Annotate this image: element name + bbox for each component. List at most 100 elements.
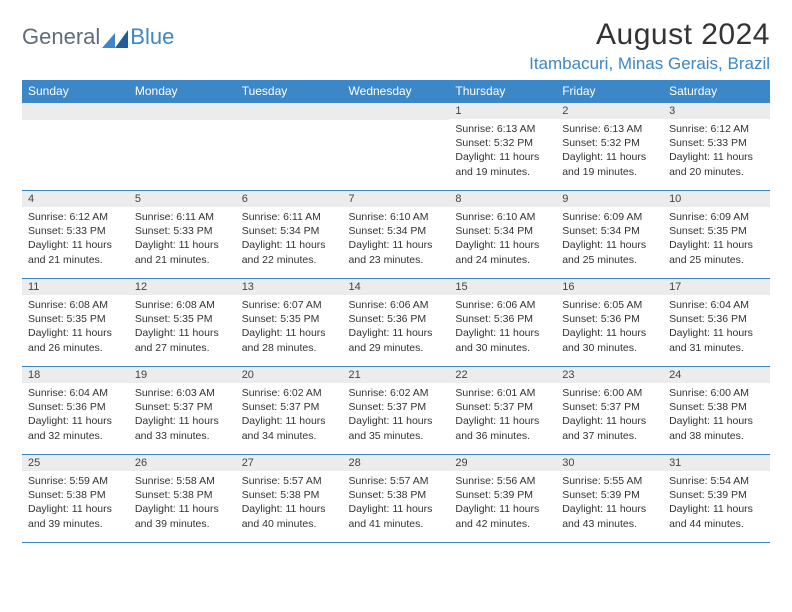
sunset-value: 5:36 PM [67, 401, 106, 413]
sunset-label: Sunset: [242, 401, 278, 413]
sunrise-line: Sunrise: 5:59 AM [28, 474, 123, 488]
day-body: Sunrise: 5:58 AMSunset: 5:38 PMDaylight:… [129, 471, 236, 533]
sunrise-value: 6:08 AM [69, 299, 108, 311]
daylight-line: Daylight: 11 hours and 25 minutes. [562, 238, 657, 266]
sunset-label: Sunset: [349, 225, 385, 237]
day-number-bar [236, 103, 343, 120]
daylight-label: Daylight: [28, 503, 69, 515]
sunrise-value: 5:56 AM [497, 475, 536, 487]
weekday-header: Monday [129, 80, 236, 103]
sunrise-line: Sunrise: 5:57 AM [349, 474, 444, 488]
day-body: Sunrise: 5:57 AMSunset: 5:38 PMDaylight:… [236, 471, 343, 533]
sunset-label: Sunset: [562, 401, 598, 413]
sunrise-label: Sunrise: [28, 387, 67, 399]
daylight-line: Daylight: 11 hours and 44 minutes. [669, 502, 764, 530]
day-body: Sunrise: 6:06 AMSunset: 5:36 PMDaylight:… [449, 295, 556, 357]
daylight-line: Daylight: 11 hours and 39 minutes. [135, 502, 230, 530]
sunrise-label: Sunrise: [349, 387, 388, 399]
day-number: 18 [22, 367, 129, 383]
daylight-label: Daylight: [455, 151, 496, 163]
sunset-label: Sunset: [349, 313, 385, 325]
sunrise-line: Sunrise: 6:13 AM [455, 122, 550, 136]
calendar-page: General Blue August 2024 Itambacuri, Min… [0, 0, 792, 553]
sunset-value: 5:38 PM [67, 489, 106, 501]
sunset-line: Sunset: 5:36 PM [28, 400, 123, 414]
calendar-day-cell: 21Sunrise: 6:02 AMSunset: 5:37 PMDayligh… [343, 367, 450, 455]
daylight-label: Daylight: [669, 239, 710, 251]
sunrise-line: Sunrise: 6:08 AM [135, 298, 230, 312]
daylight-line: Daylight: 11 hours and 25 minutes. [669, 238, 764, 266]
sunrise-label: Sunrise: [455, 123, 494, 135]
sunset-label: Sunset: [455, 313, 491, 325]
sunset-value: 5:34 PM [387, 225, 426, 237]
sunrise-line: Sunrise: 5:55 AM [562, 474, 657, 488]
sunrise-value: 6:06 AM [390, 299, 429, 311]
calendar-day-cell: 16Sunrise: 6:05 AMSunset: 5:36 PMDayligh… [556, 279, 663, 367]
daylight-line: Daylight: 11 hours and 22 minutes. [242, 238, 337, 266]
daylight-label: Daylight: [28, 327, 69, 339]
sunset-label: Sunset: [455, 401, 491, 413]
sunset-line: Sunset: 5:39 PM [669, 488, 764, 502]
sunrise-label: Sunrise: [562, 387, 601, 399]
sunset-line: Sunset: 5:35 PM [135, 312, 230, 326]
daylight-label: Daylight: [455, 415, 496, 427]
weekday-header: Thursday [449, 80, 556, 103]
day-body: Sunrise: 5:55 AMSunset: 5:39 PMDaylight:… [556, 471, 663, 533]
calendar-day-cell: 5Sunrise: 6:11 AMSunset: 5:33 PMDaylight… [129, 191, 236, 279]
location-subtitle: Itambacuri, Minas Gerais, Brazil [529, 54, 770, 74]
sunrise-value: 5:59 AM [69, 475, 108, 487]
calendar-day-cell: 9Sunrise: 6:09 AMSunset: 5:34 PMDaylight… [556, 191, 663, 279]
sunrise-label: Sunrise: [455, 211, 494, 223]
sunset-label: Sunset: [135, 225, 171, 237]
sunset-value: 5:34 PM [601, 225, 640, 237]
day-number: 31 [663, 455, 770, 471]
sunset-line: Sunset: 5:37 PM [242, 400, 337, 414]
sunrise-label: Sunrise: [135, 211, 174, 223]
sunset-label: Sunset: [669, 313, 705, 325]
sunrise-value: 5:57 AM [390, 475, 429, 487]
weekday-header-row: Sunday Monday Tuesday Wednesday Thursday… [22, 80, 770, 103]
calendar-day-cell: 17Sunrise: 6:04 AMSunset: 5:36 PMDayligh… [663, 279, 770, 367]
day-number: 9 [556, 191, 663, 207]
sunset-label: Sunset: [28, 225, 64, 237]
sunset-value: 5:37 PM [173, 401, 212, 413]
sunrise-value: 6:12 AM [69, 211, 108, 223]
day-number: 3 [663, 103, 770, 119]
sunset-line: Sunset: 5:35 PM [669, 224, 764, 238]
calendar-day-cell: 11Sunrise: 6:08 AMSunset: 5:35 PMDayligh… [22, 279, 129, 367]
daylight-label: Daylight: [28, 239, 69, 251]
calendar-day-cell: 30Sunrise: 5:55 AMSunset: 5:39 PMDayligh… [556, 455, 663, 543]
calendar-day-cell: 14Sunrise: 6:06 AMSunset: 5:36 PMDayligh… [343, 279, 450, 367]
day-body: Sunrise: 6:09 AMSunset: 5:34 PMDaylight:… [556, 207, 663, 269]
sunrise-label: Sunrise: [455, 387, 494, 399]
daylight-label: Daylight: [242, 327, 283, 339]
sunrise-value: 6:09 AM [711, 211, 750, 223]
day-number: 19 [129, 367, 236, 383]
sunset-value: 5:32 PM [601, 137, 640, 149]
sunset-label: Sunset: [349, 489, 385, 501]
sunrise-line: Sunrise: 6:12 AM [28, 210, 123, 224]
day-body: Sunrise: 6:10 AMSunset: 5:34 PMDaylight:… [449, 207, 556, 269]
sunset-value: 5:36 PM [387, 313, 426, 325]
daylight-label: Daylight: [562, 503, 603, 515]
day-number: 15 [449, 279, 556, 295]
calendar-day-cell: 29Sunrise: 5:56 AMSunset: 5:39 PMDayligh… [449, 455, 556, 543]
calendar-day-cell: 19Sunrise: 6:03 AMSunset: 5:37 PMDayligh… [129, 367, 236, 455]
day-number: 16 [556, 279, 663, 295]
sunrise-line: Sunrise: 6:11 AM [242, 210, 337, 224]
daylight-line: Daylight: 11 hours and 23 minutes. [349, 238, 444, 266]
sunrise-line: Sunrise: 6:03 AM [135, 386, 230, 400]
day-number: 17 [663, 279, 770, 295]
sunset-line: Sunset: 5:38 PM [669, 400, 764, 414]
day-number: 4 [22, 191, 129, 207]
sunrise-value: 6:00 AM [711, 387, 750, 399]
sunrise-line: Sunrise: 6:01 AM [455, 386, 550, 400]
sunset-value: 5:35 PM [173, 313, 212, 325]
sunrise-label: Sunrise: [669, 123, 708, 135]
daylight-label: Daylight: [349, 415, 390, 427]
sunrise-label: Sunrise: [28, 299, 67, 311]
sunrise-value: 6:11 AM [176, 211, 214, 223]
daylight-line: Daylight: 11 hours and 29 minutes. [349, 326, 444, 354]
month-title: August 2024 [529, 18, 770, 52]
sunset-line: Sunset: 5:32 PM [562, 136, 657, 150]
